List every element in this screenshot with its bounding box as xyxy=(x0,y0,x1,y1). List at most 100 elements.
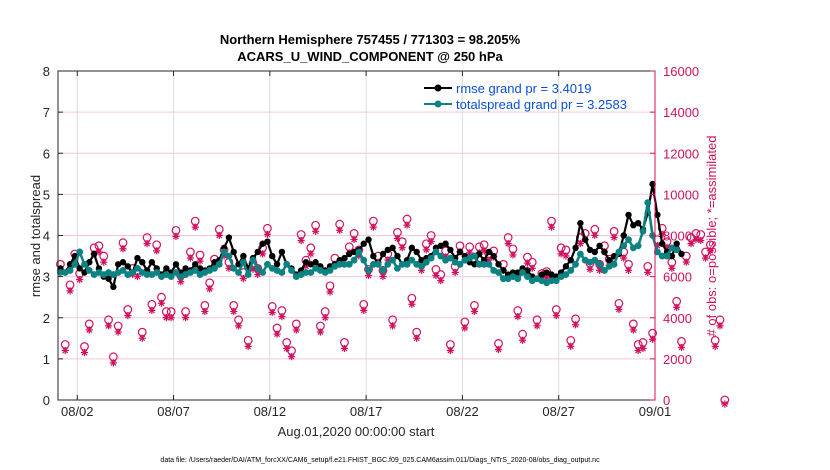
rmse-point xyxy=(278,248,286,256)
totalspread-point xyxy=(552,277,560,285)
rmse-point xyxy=(495,261,502,268)
y-tick-label: 2 xyxy=(43,311,50,326)
rmse-point xyxy=(240,252,247,260)
totalspread-point xyxy=(422,258,430,266)
obs-assimilated-marker xyxy=(451,268,459,276)
totalspread-point xyxy=(398,260,406,268)
totalspread-point xyxy=(620,242,628,250)
totalspread-point xyxy=(288,267,295,274)
totalspread-point xyxy=(519,269,527,276)
obs-assimilated-marker xyxy=(138,334,146,342)
obs-assimilated-marker xyxy=(119,245,127,253)
obs-assimilated-marker xyxy=(461,324,469,332)
rmse-point xyxy=(394,252,401,260)
obs-assimilated-marker xyxy=(287,353,296,361)
obs-assimilated-marker xyxy=(494,345,503,354)
obs-assimilated-marker xyxy=(466,249,474,257)
chart-title: Northern Hemisphere 757455 / 771303 = 98… xyxy=(220,32,521,47)
obs-assimilated-marker xyxy=(326,288,334,296)
totalspread-point xyxy=(639,227,647,235)
rmse-point xyxy=(182,265,189,272)
totalspread-point xyxy=(134,265,141,272)
obs-assimilated-marker xyxy=(76,275,84,284)
totalspread-point xyxy=(567,267,575,274)
obs-assimilated-marker xyxy=(470,307,479,316)
obs-assimilated-marker xyxy=(408,300,416,308)
totalspread-point xyxy=(634,242,642,250)
totalspread-point xyxy=(562,271,570,278)
obs-assimilated-marker xyxy=(644,268,652,276)
totalspread-point xyxy=(446,254,454,262)
obs-assimilated-marker xyxy=(682,258,690,266)
y-tick-label: 5 xyxy=(43,187,50,202)
totalspread-point xyxy=(663,252,671,260)
obs-assimilated-marker xyxy=(360,306,368,315)
totalspread-point xyxy=(143,271,151,278)
rmse-point xyxy=(163,265,170,272)
rmse-point xyxy=(514,269,521,276)
rmse-point xyxy=(307,261,314,268)
totalspread-point xyxy=(345,260,353,268)
obs-assimilated-marker xyxy=(697,236,705,245)
totalspread-point xyxy=(239,258,247,266)
rmse-point xyxy=(346,250,353,258)
legend-spread-marker xyxy=(434,100,442,108)
totalspread-point xyxy=(625,236,632,244)
totalspread-point xyxy=(191,267,199,274)
obs-assimilated-marker xyxy=(571,321,580,329)
obs-assimilated-marker xyxy=(172,232,180,241)
rmse-point xyxy=(437,242,444,249)
totalspread-point xyxy=(129,269,137,276)
totalspread-point xyxy=(360,256,368,264)
obs-assimilated-marker xyxy=(716,322,724,330)
y2-tick-label: 16000 xyxy=(663,64,699,79)
obs-assimilated-marker xyxy=(167,314,175,322)
obs-assimilated-marker xyxy=(206,285,214,293)
totalspread-point xyxy=(326,267,334,274)
rmse-point xyxy=(673,240,680,247)
x-tick-label: 08/07 xyxy=(157,404,190,419)
rmse-point xyxy=(119,259,127,266)
totalspread-point xyxy=(471,252,478,260)
rmse-point xyxy=(230,248,237,256)
legend-rmse-marker xyxy=(434,84,442,92)
obs-assimilated-marker xyxy=(61,346,69,355)
obs-assimilated-marker xyxy=(379,272,387,281)
obs-assimilated-marker xyxy=(586,265,594,273)
grid xyxy=(58,71,655,400)
obs-assimilated-marker xyxy=(432,271,440,280)
y-tick-label: 3 xyxy=(43,270,50,285)
y-tick-label: 6 xyxy=(43,146,50,161)
obs-assimilated-marker xyxy=(186,254,194,262)
obs-assimilated-marker xyxy=(615,305,623,314)
rmse-point xyxy=(456,248,464,256)
obs-assimilated-marker xyxy=(567,342,575,351)
totalspread-point xyxy=(211,265,218,272)
rmse-point xyxy=(413,248,420,256)
totalspread-point xyxy=(475,260,483,268)
totalspread-point xyxy=(610,260,618,268)
rmse-point xyxy=(471,261,478,268)
obs-assimilated-marker xyxy=(225,264,233,272)
totalspread-point xyxy=(244,271,252,278)
x-axis-label: Aug.01,2020 00:00:00 start xyxy=(278,424,435,439)
obs-assimilated-marker xyxy=(244,342,252,351)
obs-assimilated-marker xyxy=(413,334,421,342)
obs-assimilated-marker xyxy=(143,240,151,248)
obs-assimilated-marker xyxy=(307,250,315,258)
obs-assimilated-marker xyxy=(398,244,406,252)
rmse-point xyxy=(606,256,613,264)
obs-assimilated-marker xyxy=(437,277,445,285)
rmse-point xyxy=(172,261,180,268)
x-tick-label: 08/02 xyxy=(61,404,94,419)
x-tick-label: 08/17 xyxy=(350,404,383,419)
obs-assimilated-marker xyxy=(528,264,536,272)
totalspread-point xyxy=(394,265,401,272)
totalspread-point xyxy=(548,277,555,285)
totalspread-point xyxy=(167,273,175,281)
obs-assimilated-marker xyxy=(201,307,209,316)
rmse-point xyxy=(562,263,570,270)
obs-assimilated-marker xyxy=(181,314,190,322)
rmse-point xyxy=(66,261,74,268)
